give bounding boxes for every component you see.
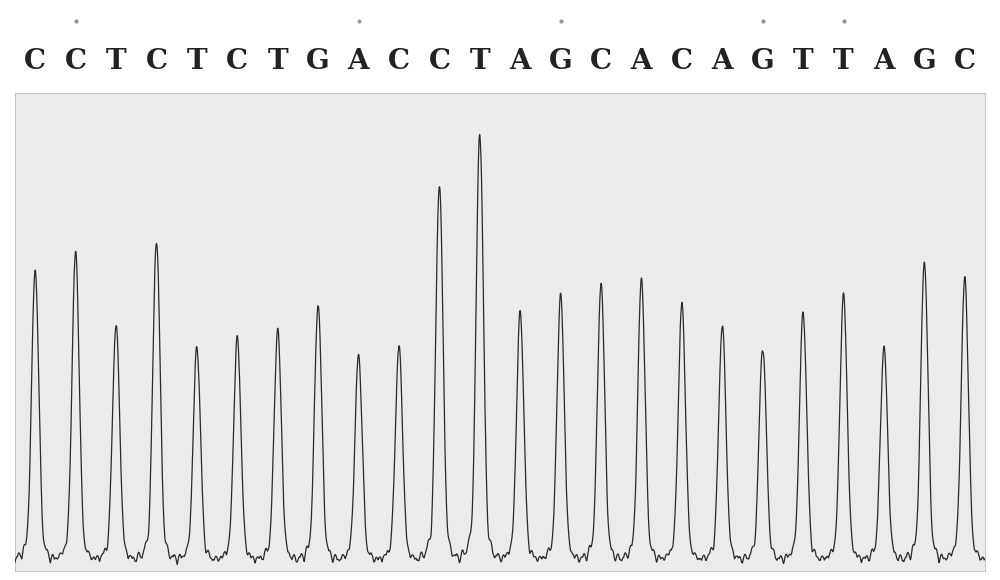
Text: T: T bbox=[833, 49, 854, 75]
Text: A: A bbox=[631, 49, 652, 75]
Text: G: G bbox=[751, 49, 775, 75]
Text: C: C bbox=[388, 49, 410, 75]
Text: T: T bbox=[793, 49, 813, 75]
Text: C: C bbox=[65, 49, 87, 75]
Text: C: C bbox=[226, 49, 248, 75]
Text: A: A bbox=[348, 49, 369, 75]
Text: A: A bbox=[711, 49, 733, 75]
Text: A: A bbox=[873, 49, 895, 75]
Text: C: C bbox=[954, 49, 976, 75]
Text: G: G bbox=[549, 49, 572, 75]
Text: C: C bbox=[671, 49, 693, 75]
Text: A: A bbox=[509, 49, 531, 75]
Text: T: T bbox=[106, 49, 126, 75]
Text: C: C bbox=[590, 49, 612, 75]
Text: G: G bbox=[306, 49, 330, 75]
Text: G: G bbox=[912, 49, 936, 75]
Text: C: C bbox=[428, 49, 450, 75]
Text: C: C bbox=[145, 49, 167, 75]
Text: T: T bbox=[187, 49, 207, 75]
Text: C: C bbox=[24, 49, 46, 75]
Text: T: T bbox=[267, 49, 288, 75]
Text: T: T bbox=[469, 49, 490, 75]
